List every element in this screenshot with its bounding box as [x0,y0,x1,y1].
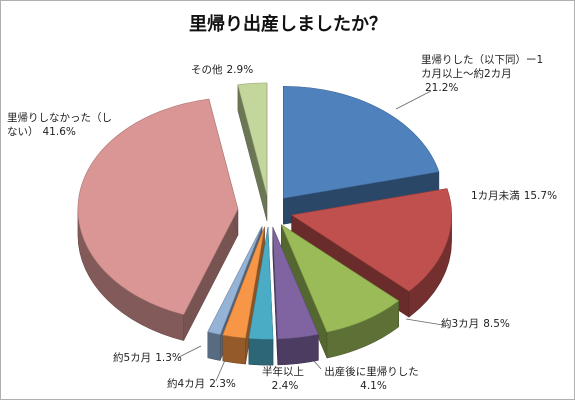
pie-slice [280,223,400,359]
data-label: 約5カ月 1.3% [113,351,203,365]
slice-top [280,223,400,333]
category-label: 出産後に里帰りした [324,366,419,378]
category-label: 約4カ月 [167,378,206,390]
value-label: 1.3% [155,352,182,364]
category-label: 1カ月未満 [471,190,520,202]
slice-top [248,227,274,340]
data-label: 約4カ月 2.3% [167,377,257,391]
slice-top [290,188,452,292]
value-label: 41.6% [42,126,76,138]
value-label: 21.2% [425,82,459,94]
chart-title: 里帰り出産しましたか？ [189,13,387,35]
value-label: 2.9% [226,64,254,76]
slice-outer-side [222,334,246,365]
slice-outer-side [248,338,274,366]
pie-slice [272,226,319,366]
value-label: 8.5% [483,318,510,330]
slice-outer-side [207,331,221,361]
pie-slice [237,82,268,221]
data-label: 1カ月未満 15.7% [471,189,571,203]
data-label: 半年以上 2.4% [259,365,307,393]
pie-slice [290,188,452,318]
pie-slice [248,227,274,366]
category-label: その他 [191,64,223,76]
slice-top [272,226,319,340]
data-label: 出産後に里帰りした 4.1% [309,365,434,393]
category-label: 里帰りした（以下同）ー1カ月以上～約2カ月 [421,54,544,80]
value-label: 2.3% [209,378,236,390]
data-label: 里帰りしなかった（しない） 41.6% [7,111,119,139]
category-label: 半年以上 [262,366,304,378]
pie-slice [77,98,239,341]
data-label: その他 2.9% [191,63,281,77]
leader-line [405,318,450,327]
value-label: 4.1% [360,380,387,392]
category-label: 約3カ月 [441,318,480,330]
slice-top [207,226,263,335]
value-label: 15.7% [523,190,558,202]
slice-top [237,82,268,195]
value-label: 2.4% [271,380,299,392]
leader-line [178,345,202,358]
category-label: 里帰りしなかった（しない） [7,112,112,138]
slice-top [77,98,239,315]
data-label: 里帰りした（以下同）ー1カ月以上～約2カ月 21.2% [421,53,546,95]
category-label: 約5カ月 [113,352,152,364]
slice-top [283,85,440,199]
leader-line [395,90,432,110]
slice-top [222,226,265,339]
data-label: 約3カ月 8.5% [441,317,541,331]
